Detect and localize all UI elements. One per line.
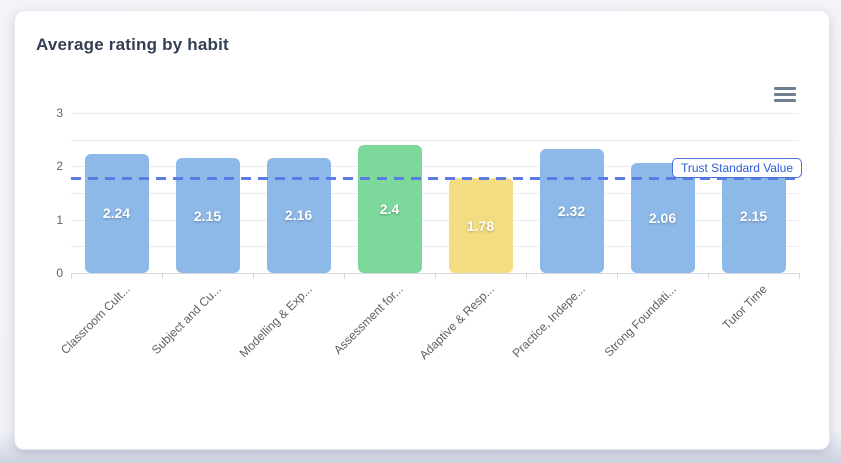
bar-value-label: 1.78 [466, 217, 495, 234]
gridline [71, 139, 799, 141]
y-axis-tick-label: 1 [56, 212, 63, 227]
bar[interactable]: 2.15 [175, 158, 240, 273]
bar[interactable]: 2.06 [630, 163, 695, 273]
gridline [71, 166, 799, 168]
x-axis-tick [435, 273, 436, 279]
y-axis-tick-label: 0 [56, 266, 63, 280]
bar-value-label: 2.15 [193, 207, 222, 224]
x-axis-tick [162, 273, 163, 279]
hamburger-icon [774, 92, 796, 96]
bar[interactable]: 1.78 [448, 178, 513, 273]
plot-area: Trust Standard Value 0 1 2 3 2.24 2.15 2.16 2.4… [56, 106, 802, 362]
gridline [71, 246, 799, 248]
hamburger-icon [774, 98, 796, 102]
bar-value-label: 2.4 [379, 201, 400, 217]
hamburger-icon [774, 86, 796, 90]
x-axis-tick [344, 273, 345, 279]
bar[interactable]: 2.24 [84, 153, 149, 273]
reference-line-label: Trust Standard Value [671, 158, 802, 178]
bar-value-label: 2.32 [557, 203, 586, 220]
reference-line [71, 177, 799, 180]
y-axis-tick-label: 2 [56, 159, 63, 174]
x-axis-tick [708, 273, 709, 279]
bar-value-label: 2.15 [739, 207, 768, 224]
x-axis-tick [253, 273, 254, 279]
gridline [71, 193, 799, 194]
bar[interactable]: 2.16 [266, 157, 331, 273]
x-axis-tick [71, 273, 72, 279]
chart-card: Average rating by habit Trust Standard V… [14, 10, 830, 450]
gridline [71, 219, 799, 221]
bar[interactable]: 2.32 [539, 149, 604, 273]
bar-value-label: 2.24 [102, 205, 131, 222]
y-axis-tick-label: 3 [56, 106, 63, 120]
x-axis-tick [617, 273, 618, 279]
bar-value-label: 2.06 [648, 210, 677, 227]
x-axis-tick [799, 273, 800, 279]
x-axis-tick [526, 273, 527, 279]
gridline [71, 113, 799, 114]
chart-title: Average rating by habit [36, 35, 229, 54]
bar-value-label: 2.16 [284, 207, 313, 224]
bar[interactable]: 2.4 [357, 145, 422, 273]
chart-menu-button[interactable] [773, 82, 801, 106]
